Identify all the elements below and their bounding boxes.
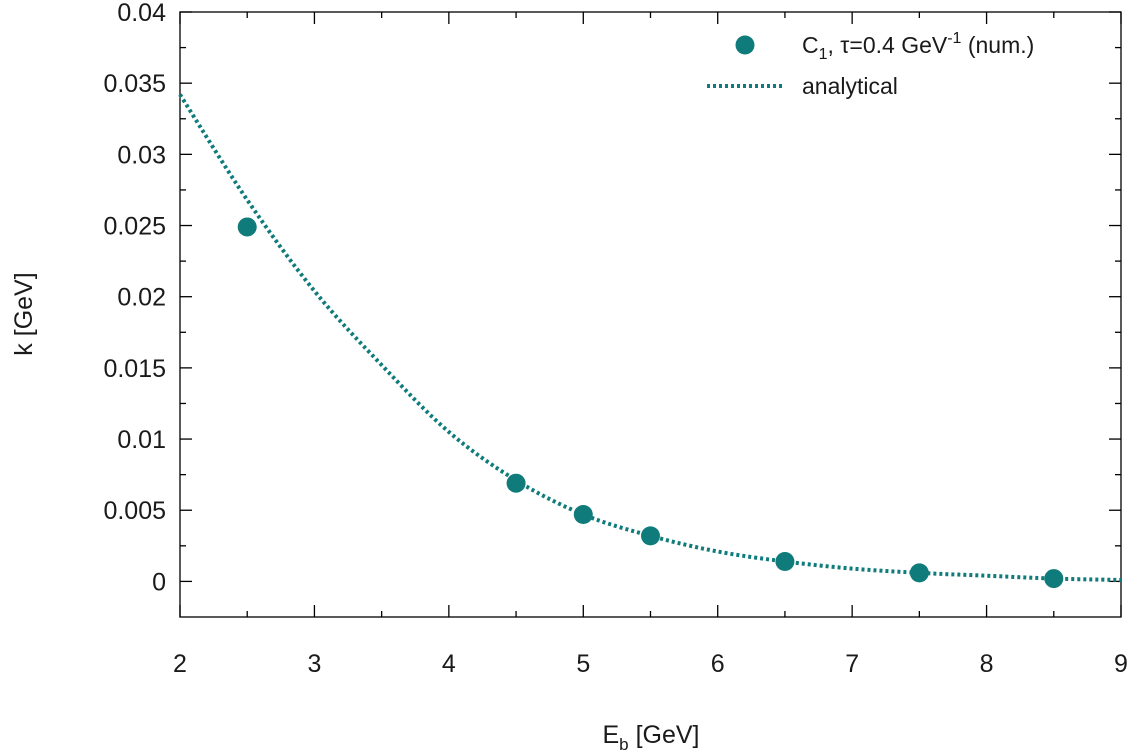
legend-c: C: [802, 32, 819, 58]
legend-mid: , τ=0.4 GeV: [828, 32, 948, 58]
x-tick-label: 3: [307, 650, 321, 678]
numerical-points: [237, 217, 1064, 589]
data-point: [909, 563, 929, 583]
x-tick-label: 2: [173, 650, 187, 678]
y-tick-label: 0: [152, 568, 166, 596]
data-point: [506, 473, 526, 493]
y-tick-label: 0.015: [103, 355, 166, 383]
legend-label-numerical: C1, τ=0.4 GeV-1 (num.): [802, 30, 1034, 63]
data-point: [641, 526, 660, 546]
y-tick-label: 0.03: [117, 141, 166, 169]
legend-sup: -1: [947, 30, 961, 47]
data-point: [237, 217, 257, 237]
legend: C1, τ=0.4 GeV-1 (num.) analytical: [707, 30, 1034, 99]
x-tick-label: 5: [576, 650, 590, 678]
x-tick-label: 4: [442, 650, 456, 678]
legend-end: (num.): [961, 32, 1034, 58]
y-tick-label: 0.04: [117, 0, 166, 27]
x-tick-label: 6: [711, 650, 725, 678]
y-tick-label: 0.02: [117, 284, 166, 312]
legend-label-analytical: analytical: [802, 73, 898, 99]
x-axis: 2 3 4 5 6 7 8 9: [173, 12, 1128, 678]
y-tick-label: 0.035: [103, 70, 166, 98]
x-tick-label: 8: [980, 650, 994, 678]
data-point: [573, 505, 593, 525]
legend-point-marker: [735, 35, 755, 55]
plot-frame: [179, 11, 1122, 618]
x-axis-title: Eb [GeV]: [602, 721, 699, 753]
data-point: [775, 551, 795, 571]
x-tick-label: 7: [845, 650, 859, 678]
data-point: [1044, 569, 1064, 589]
legend-c-sub: 1: [819, 46, 828, 63]
y-axis: 0 0.005 0.01 0.015 0.02 0.025 0.03 0.035 0.04: [103, 0, 1121, 596]
x-tick-label: 9: [1114, 650, 1128, 678]
analytical-curve: [178, 93, 1122, 582]
y-tick-label: 0.01: [117, 426, 166, 454]
y-axis-title: k [GeV]: [10, 272, 38, 355]
y-tick-label: 0.025: [103, 213, 166, 241]
x-axis-title-main: E: [602, 721, 619, 749]
y-tick-label: 0.005: [103, 497, 166, 525]
x-axis-title-rest: [GeV]: [629, 721, 700, 749]
x-axis-title-sub: b: [619, 735, 628, 753]
